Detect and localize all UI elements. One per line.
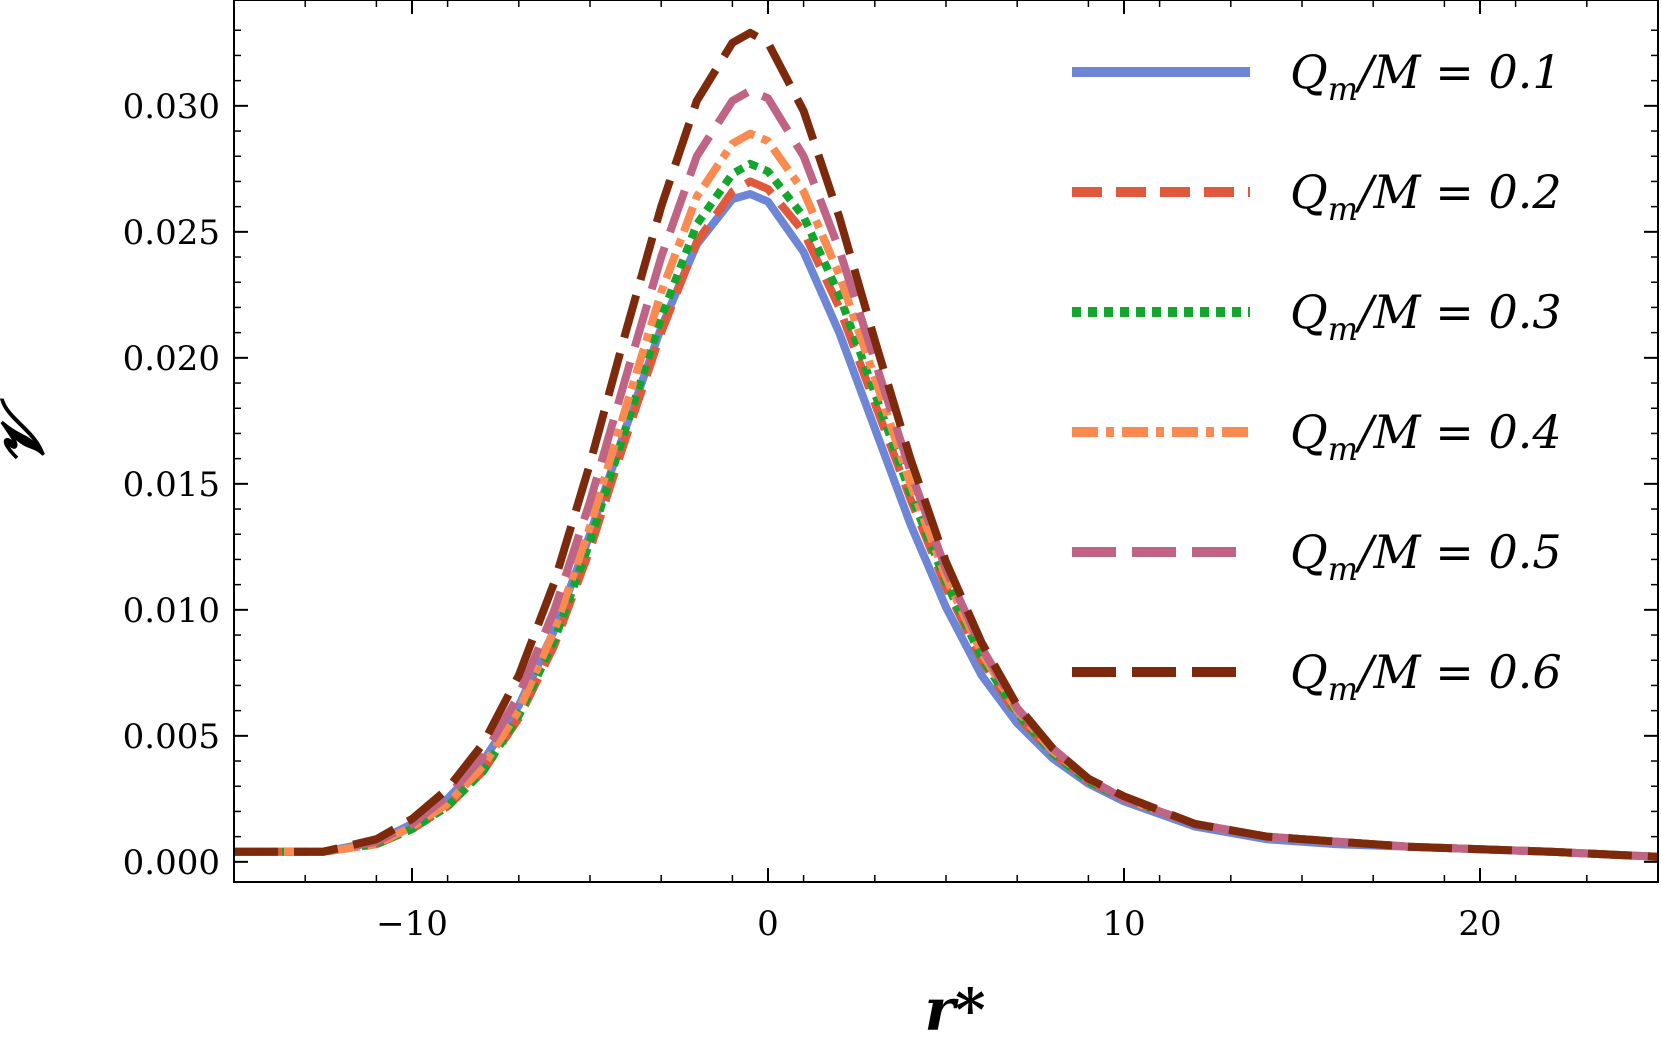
x-tick-label: −10	[376, 904, 448, 944]
legend-label-4: Qm/M = 0.4	[1290, 405, 1562, 468]
x-tick-label: 0	[757, 904, 779, 944]
series-layer	[234, 28, 1659, 861]
series-line-5	[234, 86, 1659, 861]
x-axis-label: r*	[925, 976, 986, 1044]
series-line-3	[234, 159, 1659, 861]
y-tick-label: 0.020	[123, 339, 220, 379]
legend-label-5: Qm/M = 0.5	[1290, 525, 1562, 588]
y-axis-label: 𝓥	[0, 398, 56, 465]
series-line-6	[234, 28, 1659, 861]
legend-label-6: Qm/M = 0.6	[1290, 645, 1562, 708]
y-tick-label: 0.000	[123, 843, 220, 883]
y-tick-label: 0.015	[123, 465, 220, 505]
x-tick-label: 10	[1102, 904, 1145, 944]
series-line-2	[234, 177, 1659, 861]
legend-label-3: Qm/M = 0.3	[1290, 285, 1562, 348]
legend-label-1: Qm/M = 0.1	[1290, 45, 1562, 108]
x-tick-label: 20	[1458, 904, 1501, 944]
y-tick-label: 0.030	[123, 87, 220, 127]
ticks-layer: −10 0 10 20 0.000 0.005 0.010 0.015 0.020 0.025 0.…	[123, 0, 1659, 944]
y-tick-label: 0.010	[123, 591, 220, 631]
series-line-4	[234, 129, 1659, 861]
legend-label-2: Qm/M = 0.2	[1290, 165, 1562, 228]
legend: Qm/M = 0.1 Qm/M = 0.2 Qm/M = 0.3 Qm/M = 0.4…	[1072, 45, 1562, 708]
y-tick-label: 0.025	[123, 213, 220, 253]
y-tick-label: 0.005	[123, 717, 220, 757]
